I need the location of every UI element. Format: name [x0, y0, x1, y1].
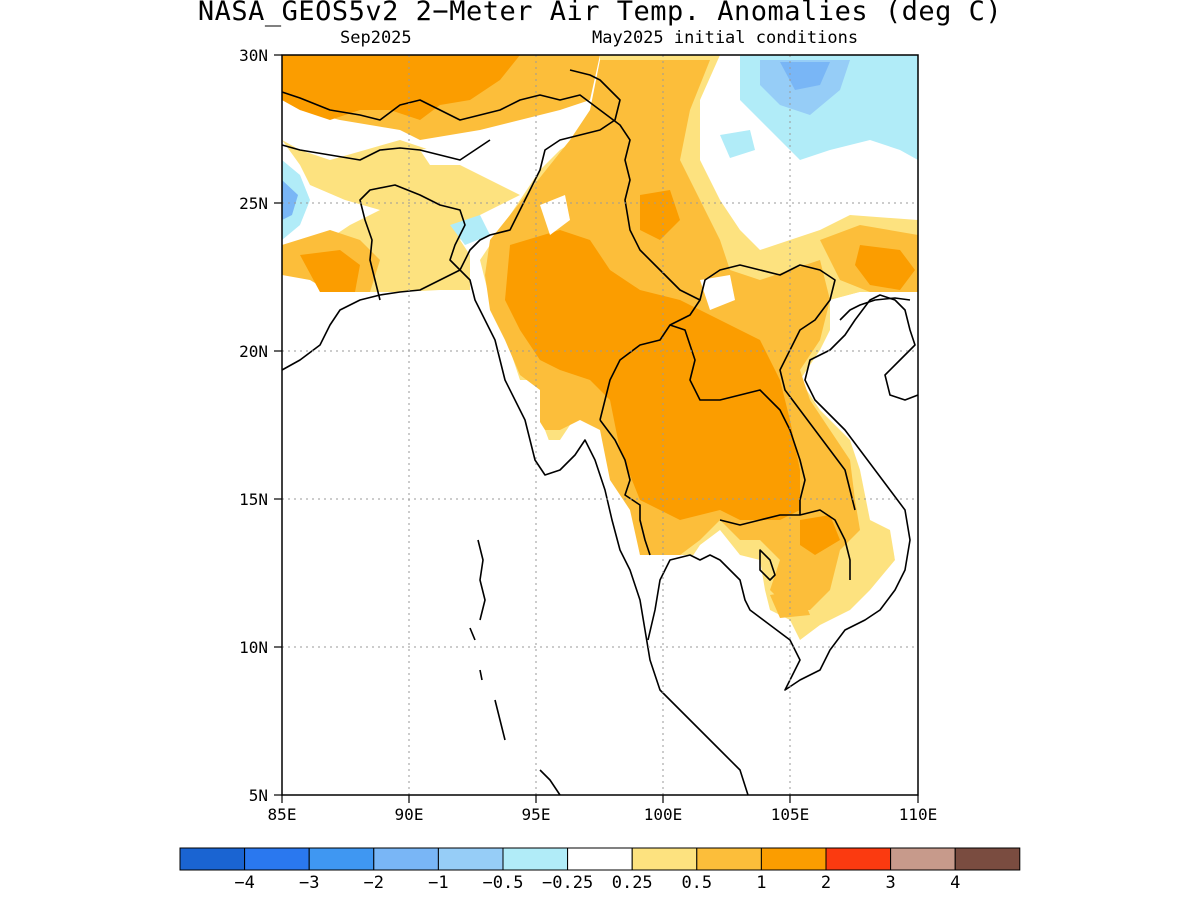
border-nepal-bhutan	[281, 139, 491, 161]
lat-tick-label: 15N	[239, 490, 268, 509]
colorbar-swatch	[760, 847, 827, 871]
colorbar-swatch	[954, 847, 1021, 871]
colorbar-label: 3	[885, 873, 895, 893]
colorbar: −4 −3 −2 −1 −0.5 −0.25 0.25 0.5 1 2 3 4	[179, 847, 1021, 893]
grid-lines	[282, 55, 918, 795]
anomaly-region-neutral	[540, 195, 570, 235]
coastline-tonle-sap	[759, 549, 776, 581]
colorbar-label: −2	[364, 873, 384, 893]
anomaly-region-orange	[770, 590, 810, 618]
subtitle-initial-conditions: May2025 initial conditions	[592, 28, 859, 48]
coastline-andaman-islands	[469, 539, 506, 741]
lat-tick-labels: 30N 25N 20N 15N 10N 5N	[239, 46, 268, 805]
lat-tick-label: 25N	[239, 194, 268, 213]
border-india-myanmar	[459, 69, 621, 271]
lat-tick-label: 10N	[239, 638, 268, 657]
coastlines-borders	[281, 69, 919, 796]
anomaly-region-lightest-blue	[720, 130, 755, 158]
anomaly-region-neutral	[420, 120, 540, 165]
lon-tick-label: 105E	[771, 805, 810, 824]
colorbar-label: −0.25	[542, 873, 593, 893]
colorbar-label: 4	[950, 873, 960, 893]
map-frame	[281, 54, 919, 796]
anomaly-region-dark-orange	[300, 250, 360, 292]
lon-tick-label: 90E	[395, 805, 424, 824]
border-thailand-west	[599, 419, 651, 556]
colorbar-swatch	[308, 847, 375, 871]
colorbar-label: −0.5	[483, 873, 524, 893]
colorbar-swatch	[437, 847, 504, 871]
lon-tick-label: 85E	[268, 805, 297, 824]
chart-title: NASA_GEOS5v2 2−Meter Air Temp. Anomalies…	[197, 0, 1003, 27]
colorbar-swatch	[890, 847, 956, 871]
coastline-bay-of-bengal	[281, 269, 749, 796]
coastline-hainan-gulf-of-tonkin	[839, 297, 911, 321]
anomaly-region-dark-orange	[505, 230, 800, 520]
coastline-sumatra-tip	[539, 769, 561, 796]
anomaly-region-dark-orange	[855, 245, 915, 290]
colorbar-swatch	[696, 847, 762, 871]
lat-tick-label: 30N	[239, 46, 268, 65]
colorbar-label: −4	[234, 873, 254, 893]
lon-tick-label: 110E	[899, 805, 938, 824]
lon-tick-label: 100E	[644, 805, 683, 824]
colorbar-swatch	[631, 847, 698, 871]
coastline-gulf-of-thailand	[647, 294, 919, 691]
anomaly-region-medium-blue	[282, 180, 298, 220]
tick-marks	[274, 54, 919, 803]
colorbar-label: −3	[299, 873, 319, 893]
colorbar-swatch	[502, 847, 569, 871]
border-laos-thailand	[669, 324, 806, 515]
colorbar-swatch	[244, 847, 310, 871]
anomaly-region-dark-orange	[800, 515, 840, 555]
colorbar-label: 1	[756, 873, 766, 893]
lon-tick-labels: 85E 90E 95E 100E 105E 110E	[268, 805, 938, 824]
border-cambodia	[719, 509, 851, 580]
anomaly-region-medium-blue	[780, 62, 830, 90]
subtitle-month: Sep2025	[340, 28, 412, 48]
lat-tick-label: 5N	[249, 786, 268, 805]
colorbar-swatch	[825, 847, 892, 871]
colorbar-label: 2	[821, 873, 831, 893]
colorbar-swatch	[179, 847, 246, 871]
colorbar-swatch	[373, 847, 439, 871]
anomaly-region-neutral	[700, 275, 735, 310]
border-china-north	[281, 91, 701, 301]
anomaly-field	[282, 55, 918, 795]
colorbar-swatch	[567, 847, 633, 871]
anomaly-region-dark-orange	[282, 55, 520, 120]
border-bangladesh	[359, 184, 466, 301]
colorbar-label: −1	[428, 873, 448, 893]
lat-tick-label: 20N	[239, 342, 268, 361]
lon-tick-label: 95E	[522, 805, 551, 824]
anomaly-region-lightest-blue	[450, 215, 490, 245]
colorbar-label: 0.5	[681, 873, 712, 893]
colorbar-label: 0.25	[612, 873, 653, 893]
